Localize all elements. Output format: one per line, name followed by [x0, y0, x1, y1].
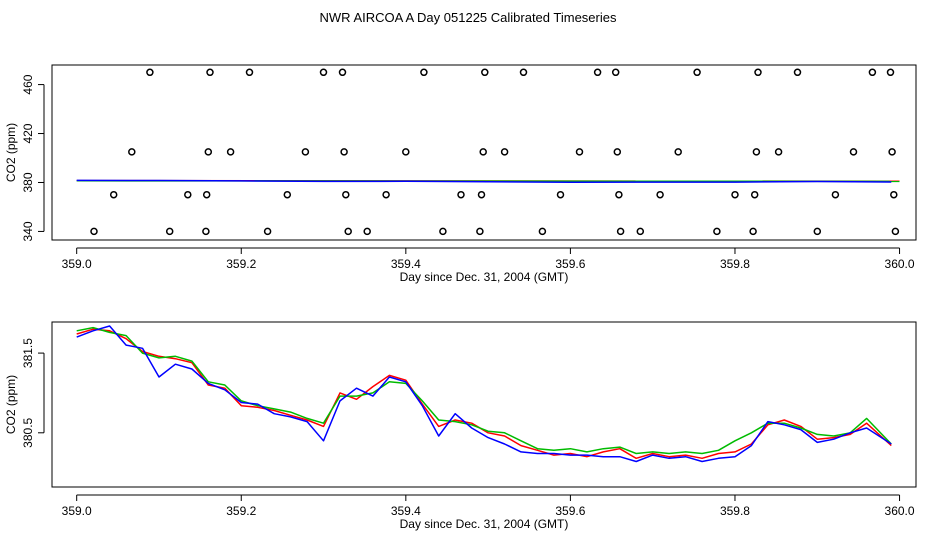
scatter-point — [402, 148, 410, 156]
scatter-point — [849, 148, 858, 156]
scatter-point — [500, 148, 509, 156]
scatter-point — [616, 227, 625, 236]
scatter-point — [656, 190, 664, 199]
series-line-2 — [76, 325, 892, 463]
scatter-point — [868, 68, 877, 77]
x-axis-title: Day since Dec. 31, 2004 (GMT) — [400, 270, 569, 284]
x-tick-label: 359.2 — [226, 504, 256, 518]
scatter-point — [340, 148, 348, 156]
scatter-point — [245, 68, 254, 77]
scatter-point — [128, 148, 136, 156]
scatter-point — [204, 148, 213, 156]
x-axis-title: Day since Dec. 31, 2004 (GMT) — [400, 517, 569, 531]
y-tick-label: 380 — [21, 172, 35, 192]
x-tick-label: 359.4 — [391, 504, 421, 518]
scatter-point — [283, 190, 292, 199]
scatter-point — [420, 68, 428, 77]
panel-bottom-co2-timeseries: 359.0 359.2 359.4 359.6 359.8 360.0 380.5 381.5… — [4, 321, 917, 531]
scatter-point — [750, 190, 759, 199]
x-tick-label: 360.0 — [885, 257, 915, 271]
scatter-point — [752, 148, 761, 156]
x-tick-label: 359.0 — [62, 257, 92, 271]
scatter-point — [382, 190, 390, 199]
scatter-point — [636, 227, 645, 236]
scatter-point — [202, 227, 210, 236]
y-tick-label: 381.5 — [21, 338, 35, 368]
scatter-point — [363, 227, 371, 236]
scatter-point — [731, 190, 739, 199]
scatter-point — [674, 148, 682, 156]
scatter-point — [344, 227, 352, 236]
scatter-point — [713, 227, 721, 236]
scatter-point — [338, 68, 347, 77]
x-tick-label: 359.4 — [391, 257, 421, 271]
scatter-point — [109, 190, 118, 199]
scatter-point — [184, 190, 192, 199]
x-tick-label: 359.8 — [720, 504, 750, 518]
plot-area — [76, 68, 900, 236]
x-tick-label: 360.0 — [885, 504, 915, 518]
scatter-point — [439, 227, 447, 236]
scatter-point — [611, 68, 620, 77]
scatter-point — [615, 190, 623, 199]
chart-title: NWR AIRCOA A Day 051225 Calibrated Times… — [320, 10, 617, 25]
scatter-point — [813, 227, 822, 236]
scatter-point — [519, 68, 528, 77]
scatter-point — [693, 68, 701, 77]
scatter-point — [890, 190, 898, 199]
scatter-point — [226, 148, 235, 156]
scatter-point — [479, 148, 487, 156]
scatter-point — [146, 68, 154, 77]
scatter-point — [263, 227, 272, 236]
scatter-point — [888, 148, 896, 156]
scatter-point — [575, 148, 584, 156]
plot-area — [76, 325, 892, 463]
scatter-point — [613, 148, 622, 156]
plot-frame — [51, 64, 917, 241]
scatter-point — [206, 68, 214, 77]
scatter-point — [774, 148, 783, 156]
scatter-point — [319, 68, 328, 77]
y-tick-label: 460 — [21, 74, 35, 94]
y-axis-title: CO2 (ppm) — [4, 123, 18, 182]
y-tick-label: 380.5 — [21, 417, 35, 447]
y-tick-label: 420 — [21, 123, 35, 143]
x-tick-label: 359.6 — [555, 504, 585, 518]
scatter-point — [90, 227, 98, 236]
scatter-point — [891, 227, 900, 236]
scatter-point — [342, 190, 350, 199]
scatter-point — [477, 190, 486, 199]
scatter-point — [831, 190, 840, 199]
scatter-point — [793, 68, 802, 77]
series-line-0 — [76, 328, 892, 460]
scatter-point — [749, 227, 757, 236]
series-line-2 — [76, 179, 892, 183]
x-tick-label: 359.8 — [720, 257, 750, 271]
y-tick-label: 340 — [21, 221, 35, 241]
x-tick-label: 359.0 — [62, 504, 92, 518]
x-tick-label: 359.2 — [226, 257, 256, 271]
scatter-point — [476, 227, 484, 236]
plot-frame — [51, 321, 917, 488]
y-axis-title: CO2 (ppm) — [4, 375, 18, 434]
scatter-point — [457, 190, 465, 199]
panel-top-co2-scatter: 359.0 359.2 359.4 359.6 359.8 360.0 340 380 420 4… — [4, 64, 917, 284]
scatter-point — [754, 68, 762, 77]
scatter-point — [538, 227, 547, 236]
x-tick-label: 359.6 — [555, 257, 585, 271]
scatter-point — [202, 190, 211, 199]
scatter-point — [556, 190, 565, 199]
scatter-point — [886, 68, 895, 77]
scatter-point — [593, 68, 602, 77]
scatter-point — [301, 148, 310, 156]
series-line-1 — [76, 326, 892, 455]
scatter-point — [165, 227, 174, 236]
scatter-point — [481, 68, 489, 77]
